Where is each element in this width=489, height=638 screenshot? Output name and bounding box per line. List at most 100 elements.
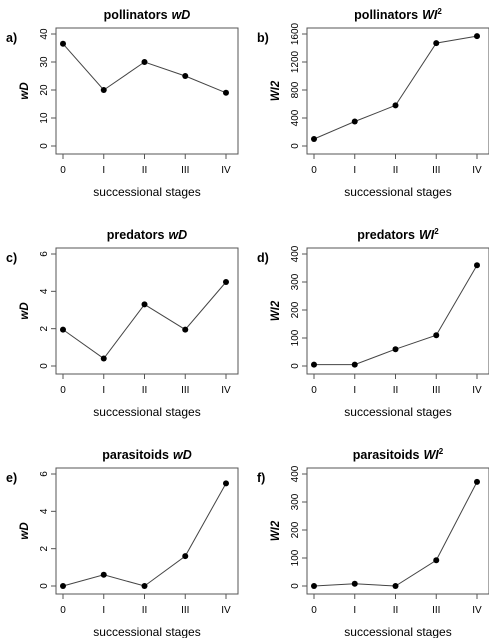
x-tick-label: II [142,605,148,616]
y-tick-label: 100 [290,329,301,346]
data-point [223,89,229,96]
y-tick-label: 300 [290,273,301,290]
y-axis-label: wD [19,82,31,99]
title-text: pollinators [104,8,168,22]
plot-frame [306,27,489,155]
y-axis-label: WI2 [270,520,282,541]
title-variable: wD [173,448,192,462]
x-axis-label: successional stages [93,405,200,419]
y-tick-label: 40 [39,28,50,40]
x-axis-label: successional stages [344,625,451,638]
data-point [311,136,317,142]
y-tick-label: 1200 [290,50,301,73]
data-point [351,361,358,368]
y-tick-label: 0 [39,363,50,369]
title-variable: WI [422,8,438,22]
x-axis-label: successional stages [344,185,451,199]
panel-label: b) [257,31,269,45]
x-tick-label: IV [472,605,482,616]
plot-frame [306,467,489,595]
plot-frame [55,247,239,375]
x-tick-label: II [393,385,399,396]
data-point [182,326,189,333]
y-tick-label: 6 [39,471,50,477]
x-tick-label: I [353,605,356,616]
y-tick-label: 200 [290,521,301,538]
title-text: predators [357,228,415,242]
y-tick-label: 400 [290,245,301,262]
x-tick-label: III [181,605,189,616]
title-text: predators [107,228,165,242]
y-tick-label: 2 [39,545,50,551]
series-line [62,483,227,587]
data-point [392,583,399,589]
x-tick-label: I [353,165,356,176]
data-point [223,279,229,285]
title-superscript: 2 [439,447,444,456]
data-point [392,346,399,353]
data-point [392,102,399,109]
chart-title: predators WI2 [357,227,439,242]
x-tick-label: 0 [311,165,317,176]
y-tick-label: 6 [39,251,50,257]
plot-frame [55,27,239,155]
y-tick-label: 0 [290,143,301,149]
x-axis-label: successional stages [344,405,451,419]
plot-frame [306,247,489,375]
x-tick-label: II [393,165,399,176]
data-point [433,557,440,564]
chart-title: pollinators wD [104,8,191,22]
x-tick-label: I [102,165,105,176]
y-tick-label: 4 [39,508,50,514]
data-point [141,301,148,308]
data-point [182,73,189,79]
data-point [433,40,440,47]
x-tick-label: III [432,385,440,396]
x-tick-label: II [393,605,399,616]
x-tick-label: II [142,165,148,176]
data-point [474,478,480,485]
data-point [100,87,107,93]
x-tick-label: III [432,165,440,176]
y-axis-label: WI2 [270,300,282,321]
series-line [313,35,478,140]
y-tick-label: 200 [290,301,301,318]
x-tick-label: I [353,385,356,396]
data-point [60,583,66,589]
y-tick-label: 30 [39,56,50,68]
series-line [62,281,227,360]
x-tick-label: IV [221,165,231,176]
title-variable: WI [423,448,439,462]
x-tick-label: IV [221,385,231,396]
x-tick-label: III [181,165,189,176]
x-tick-label: 0 [60,605,66,616]
x-tick-label: IV [221,605,231,616]
title-text: parasitoids [353,448,420,462]
y-tick-label: 0 [290,583,301,589]
x-tick-label: 0 [60,385,66,396]
x-tick-label: I [102,385,105,396]
title-variable: wD [172,8,191,22]
series-line [313,481,478,587]
y-tick-label: 800 [290,81,301,98]
data-point [100,571,107,578]
chart-title: pollinators WI2 [354,7,442,22]
data-point [100,355,107,362]
x-tick-label: III [181,385,189,396]
y-tick-label: 20 [39,84,50,96]
y-tick-label: 2 [39,325,50,331]
plot-frame [55,467,239,595]
data-point [351,118,358,125]
y-axis-label: WI2 [270,80,282,101]
x-tick-label: II [142,385,148,396]
title-variable: wD [168,228,187,242]
x-tick-label: IV [472,385,482,396]
y-tick-label: 10 [39,112,50,124]
y-tick-label: 400 [290,109,301,126]
data-point [223,480,229,487]
panel-label: d) [257,251,269,265]
data-point [311,583,317,589]
